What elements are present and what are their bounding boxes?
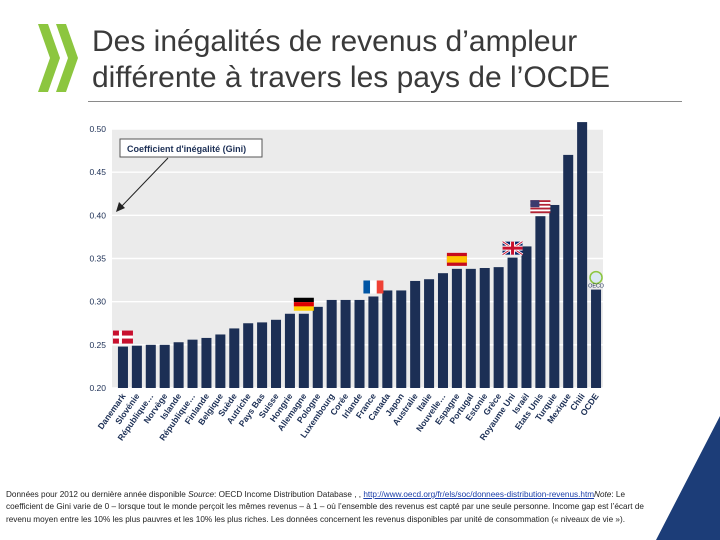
bar (229, 328, 240, 388)
bar (284, 313, 295, 388)
slide-title-line2: différente à travers les pays de l’OCDE (92, 61, 611, 94)
annotation-arrowhead (116, 202, 125, 212)
source-note: Données pour 2012 ou dernière année disp… (6, 489, 646, 526)
bar (298, 313, 309, 388)
bar (159, 344, 170, 388)
bar (271, 319, 282, 388)
france-flag (363, 280, 384, 294)
bar (243, 323, 254, 388)
bar (410, 280, 421, 388)
y-tick-label: 0.30 (89, 297, 106, 307)
bar (117, 346, 128, 388)
oecd-chevron-logo (38, 24, 78, 92)
y-tick-label: 0.35 (89, 254, 106, 264)
bar (173, 342, 184, 388)
source-link[interactable]: http://www.oecd.org/fr/els/soc/donnees-d… (363, 490, 595, 499)
corner-decoration (656, 416, 720, 540)
y-tick-label: 0.45 (89, 167, 106, 177)
note-part1: Données pour 2012 ou dernière année disp… (6, 490, 189, 499)
bar (201, 337, 212, 388)
bar (451, 268, 462, 388)
gini-bar-chart: 0.500.450.400.350.300.250.20 DanemarkSlo… (89, 122, 604, 443)
bar (396, 290, 407, 388)
bar (507, 257, 518, 388)
annotation-arrow (120, 157, 169, 208)
bar (340, 299, 351, 388)
bar (215, 334, 226, 388)
uk-flag (501, 240, 524, 256)
y-tick-label: 0.20 (89, 383, 106, 393)
bar (382, 290, 393, 388)
bar (549, 204, 560, 388)
y-tick-label: 0.40 (89, 210, 106, 220)
bar (493, 267, 504, 388)
slide-title-line1: Des inégalités de revenus d’ampleur (92, 25, 578, 58)
bar (591, 289, 602, 388)
bar (131, 345, 142, 388)
bar (187, 339, 198, 388)
bar (563, 154, 574, 388)
bar (577, 122, 588, 389)
bar (424, 279, 435, 388)
bar (465, 268, 476, 388)
bar (354, 299, 365, 388)
y-tick-label: 0.50 (89, 124, 106, 134)
bar (521, 246, 532, 388)
note-part3: : Le coefficient de Gini varie de 0 – lo… (6, 490, 644, 524)
oecd-logo-label: OECD (588, 284, 604, 290)
note-note-label: Note (594, 490, 612, 499)
oecd-logo: OECD (588, 270, 604, 290)
bar (479, 267, 490, 388)
note-source-label: Source (188, 490, 215, 499)
bar (145, 344, 156, 388)
bar (535, 216, 546, 388)
bar (257, 322, 268, 388)
y-tick-label: 0.25 (89, 340, 106, 350)
germany-flag (293, 297, 314, 311)
usa-flag (530, 200, 551, 214)
annotation-label: Coefficient d'inégalité (Gini) (127, 144, 246, 154)
title-divider (88, 101, 682, 102)
denmark-flag (112, 330, 133, 344)
note-part2: : OECD Income Distribution Database , , (214, 490, 364, 499)
annotation-box (119, 138, 263, 158)
slide-title: Des inégalités de revenus d’ampleur diff… (92, 24, 692, 96)
bar (312, 306, 323, 388)
spain-flag (446, 252, 467, 266)
bar (368, 296, 379, 388)
bar (437, 273, 448, 388)
bar (326, 299, 337, 388)
